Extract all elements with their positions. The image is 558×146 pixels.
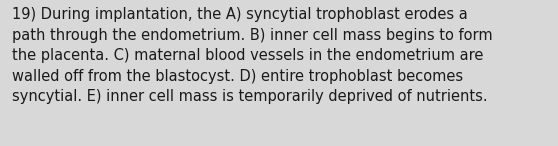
Text: 19) During implantation, the A) syncytial trophoblast erodes a
path through the : 19) During implantation, the A) syncytia…	[12, 7, 493, 104]
